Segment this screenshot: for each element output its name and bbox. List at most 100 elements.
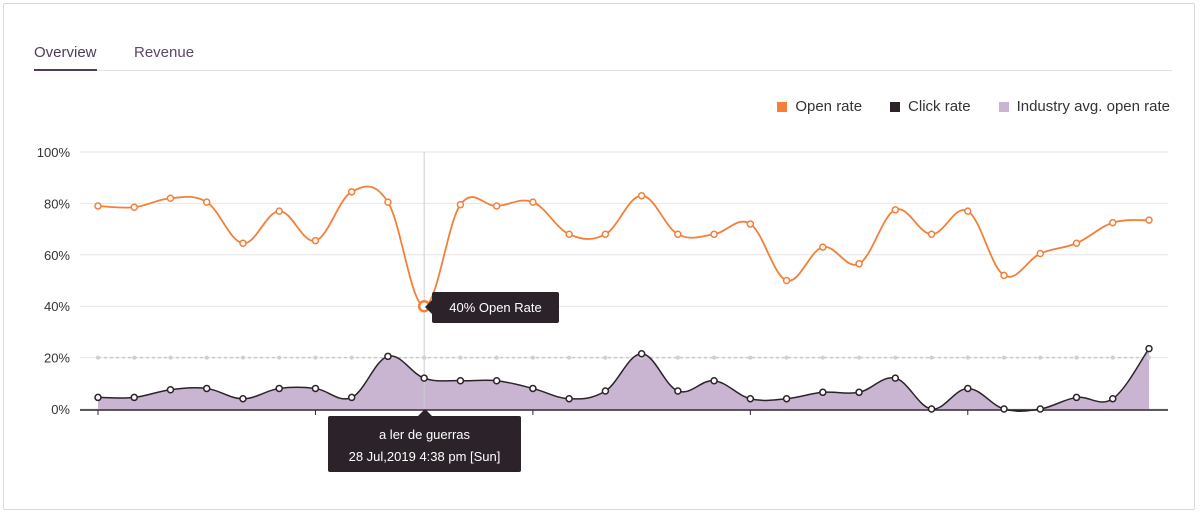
click-rate-point — [1109, 394, 1117, 403]
click-rate-point — [311, 384, 320, 393]
industry-avg-point — [458, 355, 463, 360]
click-rate-point — [1000, 405, 1008, 413]
open-rate-point — [275, 207, 283, 215]
legend-swatch-click-rate — [890, 101, 901, 112]
industry-avg-point — [96, 355, 100, 360]
industry-avg-point — [494, 355, 499, 360]
y-tick-label: 20% — [44, 351, 70, 366]
open-rate-point — [202, 198, 211, 206]
click-rate-point — [130, 393, 138, 402]
industry-avg-point — [857, 355, 862, 360]
open-rate-point — [782, 276, 791, 285]
legend-swatch-open-rate — [777, 101, 788, 112]
legend-label-industry-avg: Industry avg. open rate — [1016, 98, 1170, 115]
y-tick-label: 40% — [44, 299, 70, 314]
click-rate-point — [347, 393, 356, 402]
open-rate-point — [565, 230, 573, 238]
open-rate-point — [1072, 239, 1081, 247]
open-rate-point — [130, 203, 138, 212]
open-rate-point — [964, 207, 972, 215]
tooltip-title: a ler de guerras — [378, 427, 471, 442]
click-rate-point — [855, 388, 863, 397]
click-rate-point — [275, 384, 283, 393]
industry-avg-point — [1110, 355, 1115, 360]
tab-revenue[interactable]: Revenue — [134, 44, 195, 61]
y-tick-label: 60% — [44, 248, 70, 263]
click-rate-point — [94, 393, 102, 402]
open-rate-point — [601, 230, 610, 238]
open-rate-point — [819, 243, 827, 251]
y-tick-label: 0% — [51, 402, 70, 417]
open-rate-point — [529, 198, 537, 206]
industry-avg-point — [1002, 355, 1007, 360]
click-rate-point — [891, 374, 900, 382]
open-rate-point — [891, 206, 900, 214]
click-rate-point — [1072, 393, 1081, 402]
tooltip-value-label: 40% Open Rate — [449, 300, 542, 315]
click-rate-point — [384, 352, 392, 361]
click-rate-point — [637, 349, 646, 358]
industry-avg-point — [204, 355, 209, 360]
legend-label-click-rate: Click rate — [908, 98, 971, 115]
industry-avg-point — [965, 355, 970, 360]
legend-label-open-rate: Open rate — [795, 98, 863, 115]
industry-avg-point — [675, 355, 680, 360]
industry-avg-point — [277, 355, 282, 360]
click-rate-point — [420, 374, 428, 382]
industry-avg-point — [1074, 355, 1079, 360]
click-rate-point — [1145, 344, 1153, 353]
click-rate-point — [1036, 405, 1045, 413]
industry-avg-point — [530, 355, 535, 360]
y-tick-label: 100% — [37, 145, 71, 160]
click-rate-point — [674, 387, 682, 395]
open-rate-point — [710, 230, 718, 238]
tab-overview[interactable]: Overview — [34, 44, 97, 71]
industry-avg-point — [567, 355, 572, 360]
chart-legend: Open rate Click rate Industry avg. open … — [777, 98, 1170, 115]
industry-avg-point — [712, 355, 717, 360]
industry-avg-point — [313, 355, 318, 360]
click-rate-point — [746, 394, 755, 403]
click-rate-point — [927, 405, 936, 413]
open-rate-point — [1036, 249, 1045, 258]
open-rate-point — [347, 188, 356, 196]
click-rate-point — [529, 384, 537, 393]
click-rate-area — [98, 348, 1149, 412]
open-rate-point — [166, 194, 175, 203]
open-rate-point — [311, 236, 320, 245]
industry-avg-point — [748, 355, 753, 360]
industry-avg-point — [240, 355, 245, 360]
legend-industry-avg[interactable]: Industry avg. open rate — [998, 98, 1170, 115]
click-rate-point — [565, 394, 573, 403]
industry-avg-point — [929, 355, 934, 360]
click-rate-point — [710, 376, 718, 385]
open-rate-point — [456, 200, 465, 209]
open-rate-point — [746, 220, 755, 228]
legend-swatch-industry-avg — [998, 101, 1009, 112]
click-rate-point — [964, 384, 972, 393]
tab-bar: Overview Revenue — [34, 42, 1172, 71]
open-rate-point — [239, 239, 247, 247]
open-rate-point — [1000, 271, 1008, 280]
click-rate-point — [601, 387, 610, 395]
industry-avg-point — [349, 355, 354, 360]
industry-avg-point — [132, 355, 137, 360]
click-rate-point — [819, 388, 827, 397]
open-rate-point — [927, 230, 936, 238]
legend-open-rate[interactable]: Open rate — [777, 98, 862, 115]
industry-avg-point — [784, 355, 789, 360]
open-rate-point — [855, 260, 863, 268]
click-rate-point — [239, 394, 247, 403]
open-rate-point — [1145, 216, 1153, 224]
industry-avg-point — [893, 355, 898, 360]
industry-avg-point — [820, 355, 825, 360]
tooltip-value: 40% Open Rate — [425, 292, 559, 323]
open-rate-point — [384, 198, 392, 206]
open-rate-point — [674, 230, 682, 238]
open-rate-point — [1109, 218, 1117, 227]
legend-click-rate[interactable]: Click rate — [890, 98, 971, 115]
open-rate-point — [94, 202, 102, 210]
click-rate-point — [782, 394, 791, 403]
click-rate-point — [492, 376, 501, 385]
